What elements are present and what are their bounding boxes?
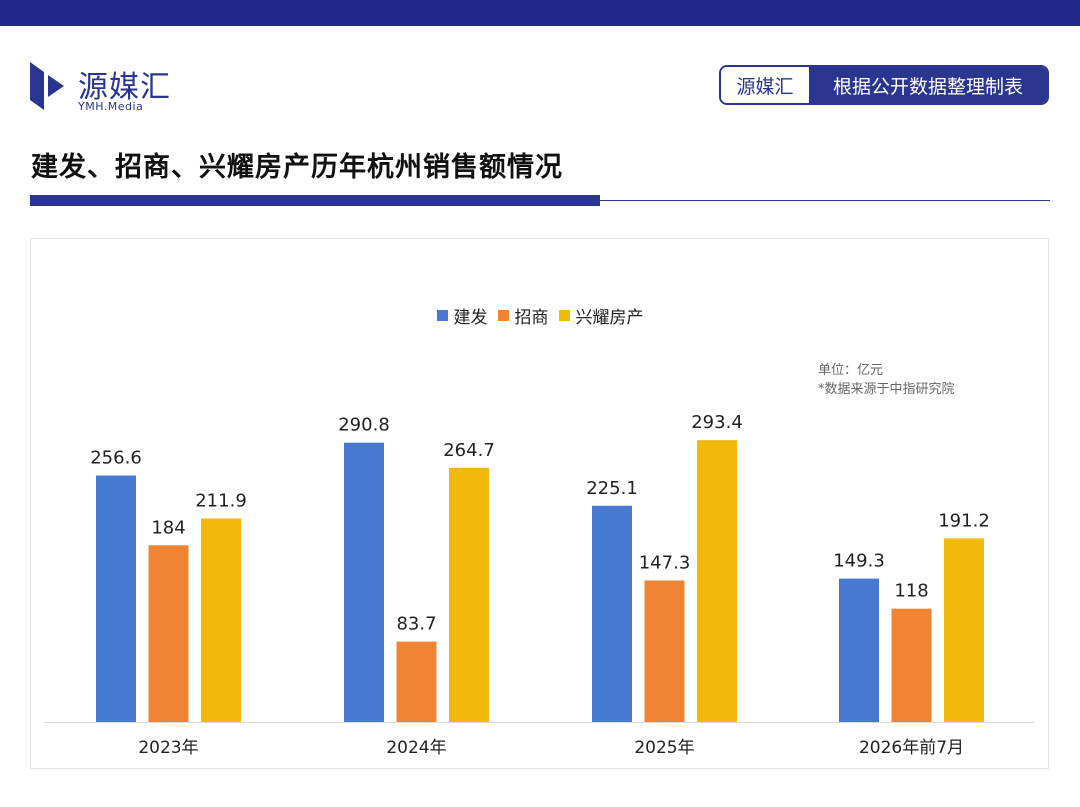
bar-建发-2023年 xyxy=(96,475,136,722)
data-label-兴耀房产-2024年: 264.7 xyxy=(443,440,495,461)
legend-item-建发: 建发 xyxy=(436,303,488,328)
legend-label: 建发 xyxy=(453,308,488,328)
x-tick-label: 2024年 xyxy=(386,738,446,758)
legend-label: 兴耀房产 xyxy=(575,308,644,328)
bar-兴耀房产-2024年 xyxy=(449,467,489,722)
source-badge: 源媒汇 根据公开数据整理制表 xyxy=(719,65,1049,105)
data-label-建发-2023年: 256.6 xyxy=(90,448,142,469)
logo-mark-icon xyxy=(30,62,64,110)
brand-logo: 源媒汇 YMH.Media xyxy=(30,60,180,116)
legend-swatch xyxy=(497,310,509,321)
bar-招商-2026年前7月 xyxy=(891,608,932,722)
data-label-兴耀房产-2026年前7月: 191.2 xyxy=(938,510,990,531)
x-tick-label: 2026年前7月 xyxy=(859,738,964,758)
bar-建发-2026年前7月 xyxy=(839,578,879,722)
brand-name: 源媒汇 xyxy=(78,70,171,105)
chart-legend: 建发 招商 兴耀房产 xyxy=(0,303,1080,328)
chart-frame xyxy=(30,238,1049,769)
brand-subtitle: YMH.Media xyxy=(78,100,144,113)
legend-label: 招商 xyxy=(514,308,549,328)
data-label-建发-2024年: 290.8 xyxy=(338,415,390,436)
x-tick-label: 2025年 xyxy=(634,738,694,758)
bar-招商-2025年 xyxy=(644,580,685,722)
data-label-招商-2024年: 83.7 xyxy=(396,614,436,635)
data-label-招商-2025年: 147.3 xyxy=(639,553,691,574)
source-note: *数据来源于中指研究院 xyxy=(818,382,955,397)
legend-swatch xyxy=(436,310,448,321)
bar-招商-2024年 xyxy=(396,641,437,722)
source-badge-brand: 源媒汇 xyxy=(721,67,809,103)
unit-note: 单位：亿元 xyxy=(818,363,884,378)
title-accent-bar xyxy=(30,195,600,206)
legend-item-招商: 招商 xyxy=(497,303,549,328)
data-label-兴耀房产-2023年: 211.9 xyxy=(195,490,247,511)
x-tick-label: 2023年 xyxy=(138,738,198,758)
data-label-兴耀房产-2025年: 293.4 xyxy=(691,412,743,433)
bar-建发-2025年 xyxy=(592,505,632,722)
chart-notes: 单位：亿元 *数据来源于中指研究院 xyxy=(818,361,955,399)
bar-兴耀房产-2023年 xyxy=(201,518,241,722)
bar-兴耀房产-2025年 xyxy=(697,440,737,722)
bar-兴耀房产-2026年前7月 xyxy=(944,538,984,722)
bar-招商-2023年 xyxy=(148,545,189,722)
bar-建发-2024年 xyxy=(344,442,384,722)
data-label-建发-2026年前7月: 149.3 xyxy=(833,551,885,572)
top-band xyxy=(0,0,1080,26)
data-label-招商-2026年前7月: 118 xyxy=(894,581,928,602)
data-label-招商-2023年: 184 xyxy=(151,517,185,538)
page-title: 建发、招商、兴耀房产历年杭州销售额情况 xyxy=(31,152,563,183)
legend-swatch xyxy=(558,310,570,321)
legend-item-兴耀房产: 兴耀房产 xyxy=(558,303,644,328)
source-badge-text: 根据公开数据整理制表 xyxy=(809,67,1047,103)
data-label-建发-2025年: 225.1 xyxy=(586,478,638,499)
